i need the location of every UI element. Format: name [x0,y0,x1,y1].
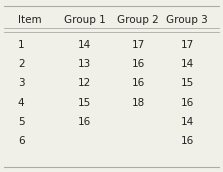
Text: Group 3: Group 3 [166,15,208,25]
Text: 3: 3 [18,78,25,88]
Text: 12: 12 [78,78,91,88]
Text: 16: 16 [132,78,145,88]
Text: 14: 14 [181,59,194,69]
Text: 2: 2 [18,59,25,69]
Text: Item: Item [18,15,41,25]
Text: 16: 16 [132,59,145,69]
Text: 15: 15 [181,78,194,88]
Text: 16: 16 [181,136,194,146]
Text: 15: 15 [78,98,91,108]
Text: 17: 17 [181,40,194,50]
Text: 6: 6 [18,136,25,146]
Text: 17: 17 [132,40,145,50]
Text: Group 2: Group 2 [117,15,159,25]
Text: 1: 1 [18,40,25,50]
Text: 16: 16 [181,98,194,108]
Text: 14: 14 [78,40,91,50]
Text: 5: 5 [18,117,25,127]
Text: 18: 18 [132,98,145,108]
Text: 14: 14 [181,117,194,127]
Text: 4: 4 [18,98,25,108]
Text: 16: 16 [78,117,91,127]
Text: 13: 13 [78,59,91,69]
Text: Group 1: Group 1 [64,15,106,25]
